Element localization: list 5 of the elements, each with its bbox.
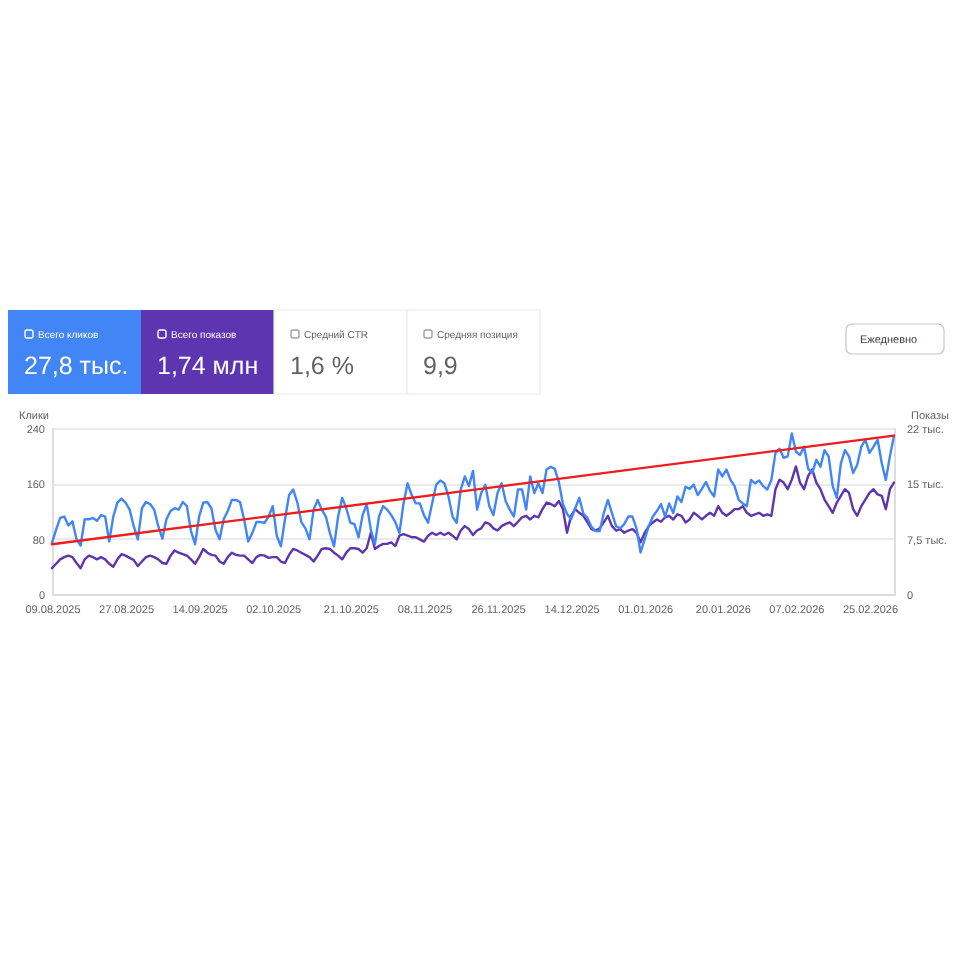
- text: 27,8 тыс.: [24, 352, 129, 380]
- text: 1,6 %: [290, 352, 354, 380]
- text: 1,74 млн: [157, 352, 259, 380]
- line-series: [50, 465, 896, 570]
- text: 9,9: [423, 352, 458, 380]
